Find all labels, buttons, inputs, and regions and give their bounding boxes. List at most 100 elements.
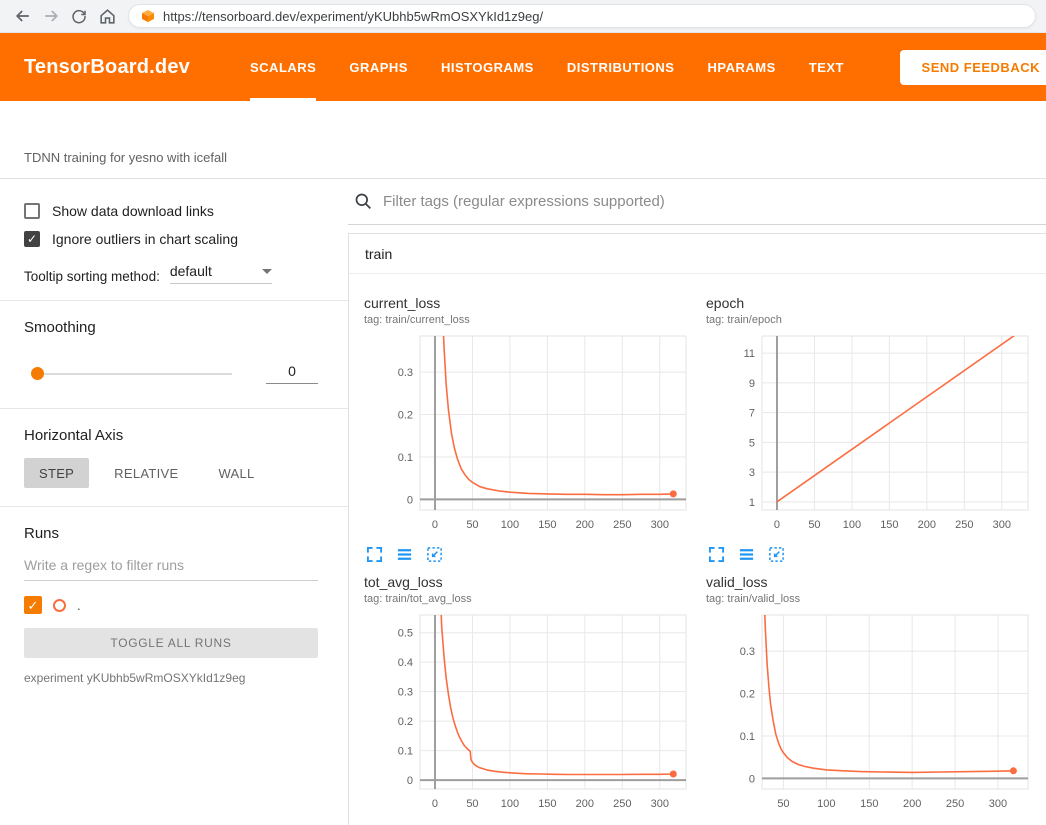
run-row[interactable]: ✓ . <box>24 596 318 614</box>
tooltip-sorting-select[interactable]: default <box>169 263 272 284</box>
svg-text:0: 0 <box>774 519 780 531</box>
data-table-icon[interactable] <box>394 544 414 564</box>
svg-text:50: 50 <box>777 798 789 810</box>
svg-text:0.1: 0.1 <box>398 452 413 464</box>
show-download-links-checkbox[interactable] <box>24 203 40 219</box>
svg-text:300: 300 <box>989 798 1007 810</box>
runs-label: Runs <box>24 525 60 542</box>
svg-text:9: 9 <box>749 378 755 390</box>
svg-text:150: 150 <box>860 798 878 810</box>
tab-histograms[interactable]: HISTOGRAMS <box>440 59 534 75</box>
fit-domain-icon[interactable] <box>424 544 444 564</box>
run-color-icon <box>53 598 66 612</box>
svg-text:0.2: 0.2 <box>740 689 755 701</box>
back-icon[interactable] <box>10 3 36 29</box>
svg-text:0.3: 0.3 <box>740 646 755 658</box>
forward-icon[interactable] <box>38 3 64 29</box>
filter-tags-input[interactable] <box>383 193 1046 210</box>
expand-icon[interactable] <box>706 544 726 564</box>
run-name: . <box>77 597 81 613</box>
main-panel: train current_loss tag: train/current_los… <box>348 179 1046 825</box>
svg-text:250: 250 <box>955 519 973 531</box>
svg-text:0.3: 0.3 <box>398 687 413 699</box>
check-icon: ✓ <box>26 232 38 246</box>
tab-hparams[interactable]: HPARAMS <box>707 59 776 75</box>
line-chart[interactable]: 0 50 100 150 200 250 300 0 0.1 0.2 0.3 0.4 0.5 <box>364 610 694 815</box>
axis-relative-button[interactable]: RELATIVE <box>99 458 193 488</box>
reload-icon[interactable] <box>66 3 92 29</box>
svg-text:100: 100 <box>843 519 861 531</box>
experiment-name: TDNN training for yesno with icefall <box>24 150 228 165</box>
svg-text:200: 200 <box>918 519 936 531</box>
chart-tag: tag: train/current_loss <box>364 314 470 326</box>
tab-scalars[interactable]: SCALARS <box>250 33 317 101</box>
check-icon: ✓ <box>27 597 39 613</box>
axis-wall-button[interactable]: WALL <box>203 458 269 488</box>
run-checkbox[interactable]: ✓ <box>24 596 42 614</box>
toggle-all-runs-button[interactable]: TOGGLE ALL RUNS <box>24 628 318 658</box>
smoothing-label: Smoothing <box>24 319 96 336</box>
ignore-outliers-checkbox[interactable]: ✓ <box>24 231 40 247</box>
chart-actions <box>706 544 1043 564</box>
smoothing-value[interactable]: 0 <box>266 363 318 384</box>
chart-tag: tag: train/valid_loss <box>706 593 801 605</box>
line-chart[interactable]: 0 50 100 150 200 250 300 1 3 5 7 9 11 <box>706 331 1036 536</box>
train-section-card: train current_loss tag: train/current_los… <box>348 233 1046 825</box>
train-section-title: train <box>365 245 393 262</box>
svg-text:150: 150 <box>538 519 556 531</box>
send-feedback-button[interactable]: SEND FEEDBACK <box>899 49 1046 85</box>
experiment-caption: experiment yKUbhb5wRmOSXYkId1z9eg <box>24 671 246 685</box>
chevron-down-icon <box>261 268 272 274</box>
tab-text[interactable]: TEXT <box>808 59 844 75</box>
svg-text:5: 5 <box>749 437 755 449</box>
train-section-header[interactable]: train <box>349 234 1046 274</box>
svg-text:250: 250 <box>613 519 631 531</box>
svg-text:150: 150 <box>880 519 898 531</box>
svg-text:0.5: 0.5 <box>398 628 413 640</box>
url-bar[interactable]: https://tensorboard.dev/experiment/yKUbh… <box>128 4 1036 28</box>
chart-card-valid_loss: valid_loss tag: train/valid_loss 50 100 150 2… <box>706 574 1043 825</box>
filter-tags-row <box>348 179 1046 225</box>
line-chart[interactable]: 0 50 100 150 200 250 300 0 0.1 0.2 0.3 <box>364 331 694 536</box>
expand-icon[interactable] <box>364 544 384 564</box>
chart-card-epoch: epoch tag: train/epoch 0 50 100 150 200 250 300 1… <box>706 295 1043 564</box>
show-download-links-row[interactable]: Show data download links <box>24 203 318 219</box>
svg-text:11: 11 <box>744 348 755 360</box>
svg-text:250: 250 <box>946 798 964 810</box>
home-icon[interactable] <box>94 3 120 29</box>
svg-text:300: 300 <box>651 519 669 531</box>
svg-text:150: 150 <box>538 798 556 810</box>
chart-tag: tag: train/epoch <box>706 314 782 326</box>
smoothing-slider-thumb[interactable] <box>31 366 44 380</box>
ignore-outliers-row[interactable]: ✓ Ignore outliers in chart scaling <box>24 231 318 247</box>
chart-title: epoch <box>706 295 745 311</box>
smoothing-row: 0 <box>24 363 318 384</box>
chart-title: tot_avg_loss <box>364 574 443 590</box>
svg-text:0.2: 0.2 <box>398 716 413 728</box>
fit-domain-icon[interactable] <box>766 544 786 564</box>
data-table-icon[interactable] <box>736 544 756 564</box>
divider <box>0 506 348 507</box>
svg-text:200: 200 <box>903 798 921 810</box>
axis-step-button[interactable]: STEP <box>24 458 90 488</box>
svg-text:200: 200 <box>576 798 594 810</box>
svg-text:0.2: 0.2 <box>398 410 413 422</box>
chart-title: valid_loss <box>706 574 768 590</box>
ignore-outliers-label: Ignore outliers in chart scaling <box>52 231 238 247</box>
tab-graphs[interactable]: GRAPHS <box>349 59 408 75</box>
tab-distributions[interactable]: DISTRIBUTIONS <box>566 59 675 75</box>
svg-text:100: 100 <box>501 519 519 531</box>
tooltip-sorting-value: default <box>169 263 212 279</box>
chart-title: current_loss <box>364 295 441 311</box>
svg-text:0: 0 <box>407 494 413 506</box>
svg-text:1: 1 <box>749 497 755 509</box>
svg-text:0: 0 <box>407 775 413 787</box>
chart-card-current_loss: current_loss tag: train/current_loss 0 50 10… <box>364 295 701 564</box>
chart-actions <box>364 544 701 564</box>
svg-text:0.1: 0.1 <box>398 746 413 758</box>
runs-filter-input[interactable] <box>24 550 318 581</box>
line-chart[interactable]: 50 100 150 200 250 300 0 0.1 0.2 0.3 <box>706 610 1036 815</box>
smoothing-slider[interactable] <box>31 366 232 380</box>
top-nav: SCALARS GRAPHS HISTOGRAMS DISTRIBUTIONS … <box>250 33 844 101</box>
